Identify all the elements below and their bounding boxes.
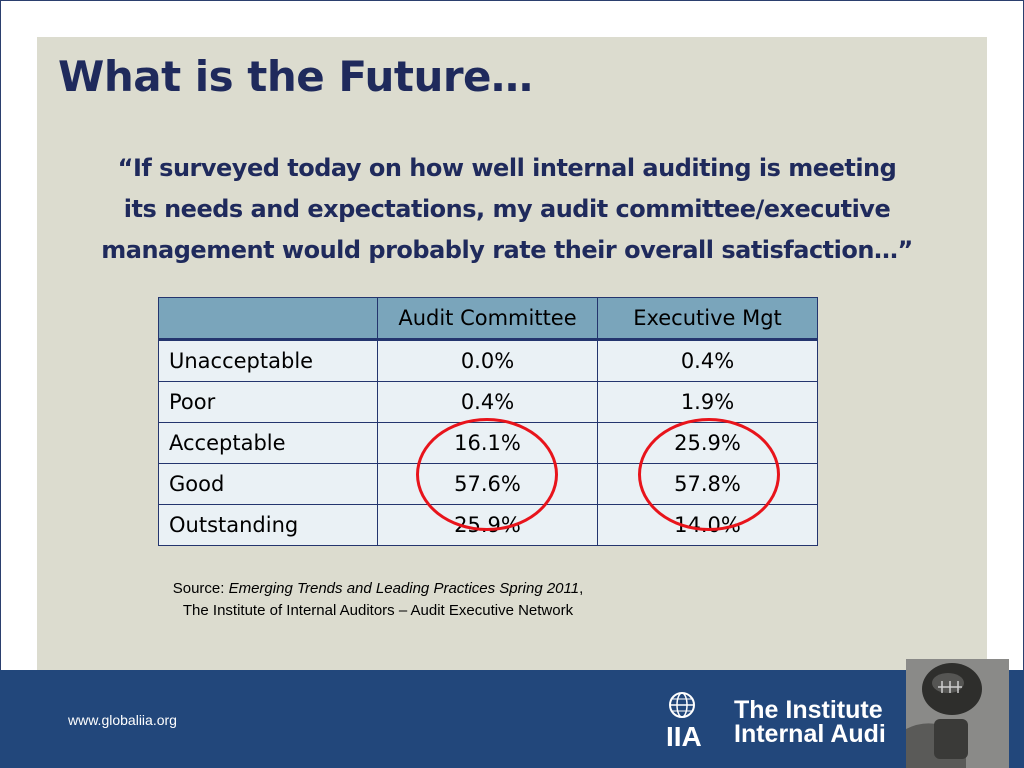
source-comma: , (579, 580, 584, 597)
rating-label: Poor (158, 381, 378, 423)
source-line-2: The Institute of Internal Auditors – Aud… (182, 602, 574, 619)
footer-url[interactable]: www.globaliia.org (68, 712, 177, 728)
footer-bar (0, 670, 1024, 768)
quote-line: management would probably rate their ove… (101, 236, 913, 264)
source-title: Emerging Trends and Leading Practices Sp… (228, 580, 580, 597)
quote-line: “If surveyed today on how well internal … (117, 154, 897, 182)
rating-label: Acceptable (158, 422, 378, 464)
highlight-circle-executive-mgt (638, 418, 780, 531)
survey-quote: “If surveyed today on how well internal … (50, 148, 964, 271)
header-empty (158, 297, 378, 341)
gear-shifter-photo (906, 659, 1009, 768)
quote-line: its needs and expectations, my audit com… (123, 195, 891, 223)
source-line-1: Source: Emerging Trends and Leading Prac… (90, 578, 666, 600)
audit-committee-value: 0.4% (377, 381, 598, 423)
source-citation: Source: Emerging Trends and Leading Prac… (90, 578, 666, 622)
table-header-row: Audit Committee Executive Mgt (158, 297, 818, 341)
header-executive-mgt: Executive Mgt (597, 297, 818, 341)
header-audit-committee: Audit Committee (377, 297, 598, 341)
table-row: Unacceptable 0.0% 0.4% (158, 339, 818, 382)
logo-line-1: The Institute (734, 698, 883, 724)
gear-shifter-icon (906, 659, 1009, 768)
audit-committee-value: 0.0% (377, 339, 598, 382)
source-prefix: Source: (172, 580, 229, 597)
iia-globe-logo-icon: IIA (666, 692, 702, 750)
rating-label: Outstanding (158, 504, 378, 546)
rating-label: Good (158, 463, 378, 505)
executive-mgt-value: 1.9% (597, 381, 818, 423)
highlight-circle-audit-committee (416, 418, 558, 531)
rating-label: Unacceptable (158, 339, 378, 382)
satisfaction-table: Audit Committee Executive Mgt Unacceptab… (158, 297, 818, 546)
logo-mark: IIA (666, 721, 702, 750)
slide-title: What is the Future… (58, 52, 533, 101)
logo-line-2: Internal Audi (734, 720, 886, 747)
table-row: Poor 0.4% 1.9% (158, 381, 818, 423)
executive-mgt-value: 0.4% (597, 339, 818, 382)
logo-wordmark: The Institute Internal Audi (734, 698, 904, 746)
